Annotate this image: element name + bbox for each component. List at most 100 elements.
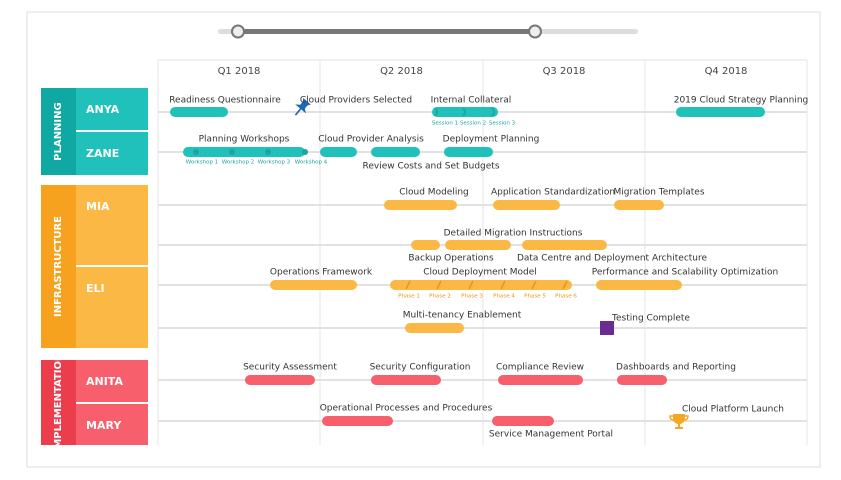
group-label: INFRASTRUCTURE <box>53 216 64 317</box>
task-label: Backup Operations <box>408 254 494 264</box>
lane-box <box>76 404 148 445</box>
sub-marker <box>229 149 235 155</box>
sub-label: Phase 4 <box>493 294 515 300</box>
lane-label: ANITA <box>86 375 123 388</box>
task-bar[interactable] <box>183 147 305 157</box>
sub-label: Session 2 <box>460 121 486 127</box>
sub-marker <box>491 107 495 117</box>
sub-label: Workshop 4 <box>295 160 328 166</box>
task-bar[interactable] <box>498 375 583 385</box>
sub-marker <box>265 149 271 155</box>
sub-marker <box>405 280 411 290</box>
sub-marker <box>436 280 442 290</box>
task-bar[interactable] <box>492 416 554 426</box>
task-bar[interactable] <box>270 280 357 290</box>
task-bar[interactable] <box>617 375 667 385</box>
task-label: Cloud Deployment Model <box>423 268 537 278</box>
task-bar[interactable] <box>445 240 511 250</box>
milestone-square <box>600 321 614 335</box>
task-bar[interactable] <box>322 416 393 426</box>
task-bar[interactable] <box>405 323 464 333</box>
sub-label: Phase 6 <box>555 294 577 300</box>
sub-label: Session 1 <box>432 121 458 127</box>
task-label: Cloud Provider Analysis <box>318 135 424 145</box>
quarter-label: Q2 2018 <box>380 66 423 77</box>
slider-range <box>238 29 535 34</box>
milestone-pin <box>294 98 311 116</box>
sub-marker <box>462 107 466 117</box>
task-label: Cloud Platform Launch <box>682 405 784 415</box>
lane-label: ELI <box>86 282 105 295</box>
task-label: Planning Workshops <box>199 135 290 145</box>
task-label: Service Management Portal <box>489 430 613 440</box>
sub-label: Workshop 2 <box>222 160 254 166</box>
slider-handle[interactable] <box>231 24 245 39</box>
task-bar[interactable] <box>596 280 682 290</box>
milestone-trophy <box>673 414 685 429</box>
task-bar[interactable] <box>320 147 357 157</box>
pin-shape <box>294 98 311 116</box>
task-bar[interactable] <box>493 200 560 210</box>
task-bar[interactable] <box>522 240 607 250</box>
task-bar[interactable] <box>390 280 572 290</box>
lane-label: MIA <box>86 200 110 213</box>
group-label: PLANNING <box>53 102 64 160</box>
group-band <box>41 360 76 445</box>
slider-handle[interactable] <box>528 24 542 39</box>
sub-marker <box>562 280 568 290</box>
task-label: Compliance Review <box>496 363 584 373</box>
lane-box <box>76 88 148 130</box>
trophy-handles <box>669 415 689 421</box>
task-label: Cloud Modeling <box>399 188 469 198</box>
lane-box <box>76 360 148 402</box>
task-label: Detailed Migration Instructions <box>444 229 583 239</box>
task-label: Operational Processes and Procedures <box>320 404 493 414</box>
task-bar[interactable] <box>614 200 664 210</box>
sub-label: Phase 1 <box>398 294 420 300</box>
task-label: Review Costs and Set Budgets <box>362 162 499 172</box>
task-label: Readiness Questionnaire <box>169 96 281 106</box>
quarter-label: Q3 2018 <box>543 66 586 77</box>
lane-box <box>76 267 148 348</box>
sub-marker <box>302 149 308 155</box>
task-label: Operations Framework <box>270 268 373 278</box>
task-bar[interactable] <box>444 147 493 157</box>
task-label: Security Assessment <box>243 363 337 373</box>
task-label: Security Configuration <box>370 363 471 373</box>
sub-label: Session 3 <box>489 121 516 127</box>
lane-label: ANYA <box>86 103 120 116</box>
task-bar[interactable] <box>411 240 440 250</box>
sub-label: Workshop 3 <box>258 160 291 166</box>
task-label: Data Centre and Deployment Architecture <box>517 254 708 264</box>
sub-label: Workshop 1 <box>186 160 218 166</box>
group-band <box>41 185 76 348</box>
sub-marker <box>531 280 537 290</box>
task-label: Dashboards and Reporting <box>616 363 736 373</box>
task-label: Internal Collateral <box>431 96 512 106</box>
task-label: 2019 Cloud Strategy Planning <box>674 96 809 106</box>
task-bar[interactable] <box>170 107 228 117</box>
sub-label: Phase 3 <box>461 294 483 300</box>
sub-marker <box>193 149 199 155</box>
sub-marker <box>434 107 438 117</box>
lane-box <box>76 185 148 265</box>
task-label: Multi-tenancy Enablement <box>403 311 522 321</box>
sub-marker <box>500 280 506 290</box>
task-bar[interactable] <box>245 375 315 385</box>
task-label: Performance and Scalability Optimization <box>592 268 778 278</box>
lane-label: ZANE <box>86 147 119 160</box>
sub-marker <box>468 280 474 290</box>
task-label: Deployment Planning <box>443 135 540 145</box>
frame <box>26 11 821 468</box>
task-label: Migration Templates <box>613 188 704 198</box>
group-band <box>41 88 76 175</box>
task-bar[interactable] <box>384 200 457 210</box>
quarter-label: Q1 2018 <box>218 66 261 77</box>
task-bar[interactable] <box>676 107 765 117</box>
task-bar[interactable] <box>371 375 441 385</box>
lane-box <box>76 132 148 175</box>
lane-label: MARY <box>86 419 122 432</box>
task-label: Application Standardization <box>491 188 615 198</box>
sub-label: Phase 5 <box>524 294 546 300</box>
task-bar[interactable] <box>371 147 420 157</box>
